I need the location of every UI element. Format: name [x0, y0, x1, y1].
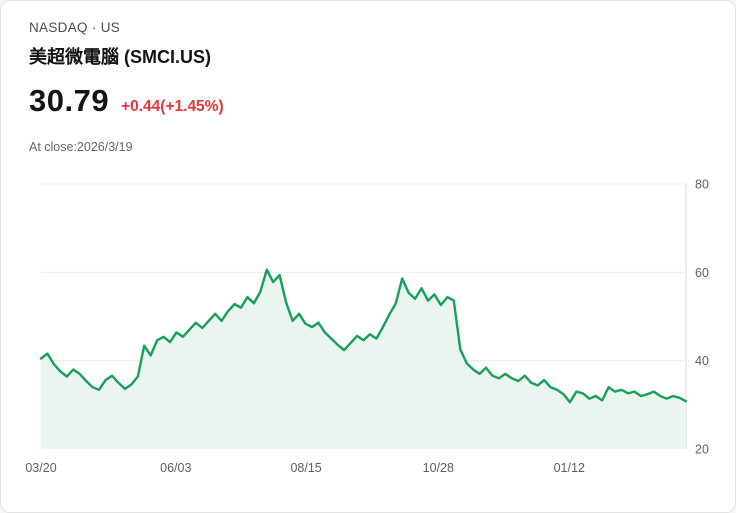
price-row: 30.79 +0.44(+1.45%) — [29, 83, 224, 119]
chart-svg: 20 40 60 80 03/20 06/03 08/15 10/28 01/12 — [25, 178, 709, 476]
x-tick-label: 06/03 — [160, 461, 191, 475]
price-change: +0.44(+1.45%) — [121, 98, 224, 115]
chart-area-fill — [41, 269, 686, 449]
close-note: At close:2026/3/19 — [29, 140, 133, 154]
chart-line — [39, 268, 688, 404]
x-tick-label: 03/20 — [25, 461, 56, 475]
stock-header: NASDAQ · US 美超微電腦 (SMCI.US) 30.79 +0.44(… — [1, 1, 735, 161]
exchange-label: NASDAQ · US — [29, 20, 121, 35]
x-tick-label: 01/12 — [554, 461, 585, 475]
x-tick-label: 10/28 — [423, 461, 454, 475]
y-tick-label: 80 — [695, 178, 709, 192]
price-value: 30.79 — [29, 83, 110, 118]
y-tick-label: 60 — [695, 266, 709, 280]
price-chart[interactable]: 20 40 60 80 03/20 06/03 08/15 10/28 01/12 — [1, 161, 735, 512]
stock-title: 美超微電腦 (SMCI.US) — [29, 47, 211, 67]
x-tick-label: 08/15 — [290, 461, 321, 475]
y-tick-label: 20 — [695, 443, 709, 457]
y-tick-label: 40 — [695, 354, 709, 368]
